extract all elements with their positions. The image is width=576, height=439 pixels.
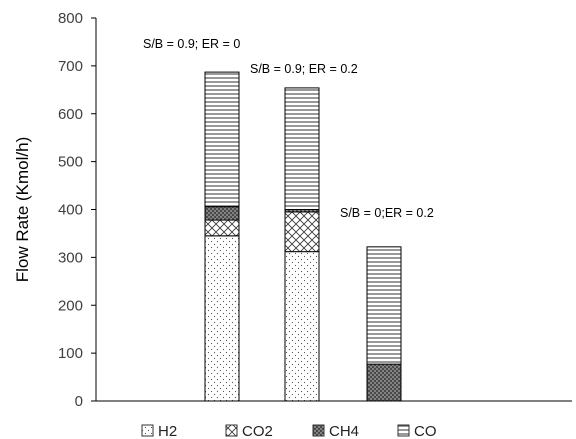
y-tick-label: 100 <box>58 345 83 362</box>
y-axis-ticks: 0 100 200 300 400 500 600 700 800 <box>58 10 96 410</box>
legend-label: CH4 <box>329 423 359 439</box>
bar-annotation: S/B = 0;ER = 0.2 <box>340 206 434 220</box>
legend-item-co2: CO2 <box>225 423 273 439</box>
legend: H2 CO2 CH4 CO <box>141 423 437 439</box>
bar-annotations: S/B = 0.9; ER = 0 S/B = 0.9; ER = 0.2 S/B … <box>143 37 434 220</box>
legend-item-ch4: CH4 <box>312 423 359 439</box>
legend-swatch <box>397 424 410 437</box>
y-tick-label: 0 <box>75 393 83 410</box>
y-tick-label: 700 <box>58 58 83 75</box>
legend-item-h2: H2 <box>141 423 177 439</box>
bars <box>204 71 402 402</box>
bar-segment-ch4 <box>366 363 402 402</box>
bar-annotation: S/B = 0.9; ER = 0.2 <box>250 62 358 76</box>
y-tick-label: 200 <box>58 297 83 314</box>
y-tick-label: 600 <box>58 106 83 123</box>
y-tick-label: 300 <box>58 249 83 266</box>
bar-segment-co <box>204 71 240 208</box>
bar-segment-co2 <box>284 211 320 253</box>
bar-segment-co <box>366 246 402 365</box>
bar-annotation: S/B = 0.9; ER = 0 <box>143 37 240 51</box>
bar-segment-h2 <box>284 251 320 402</box>
bar-segment-ch4 <box>204 206 240 221</box>
y-tick-label: 400 <box>58 202 83 219</box>
legend-swatch <box>225 424 238 437</box>
bar-segment-co2 <box>204 219 240 237</box>
legend-swatch <box>312 424 325 437</box>
legend-label: CO <box>414 423 437 439</box>
y-axis-title: Flow Rate (Kmol/h) <box>13 137 32 282</box>
legend-label: H2 <box>158 423 177 439</box>
legend-swatch <box>141 424 154 437</box>
y-tick-label: 800 <box>58 10 83 27</box>
y-tick-label: 500 <box>58 154 83 171</box>
legend-label: CO2 <box>242 423 273 439</box>
bar-segment-h2 <box>204 235 240 402</box>
legend-item-co: CO <box>397 423 437 439</box>
bar-segment-co <box>284 87 320 210</box>
